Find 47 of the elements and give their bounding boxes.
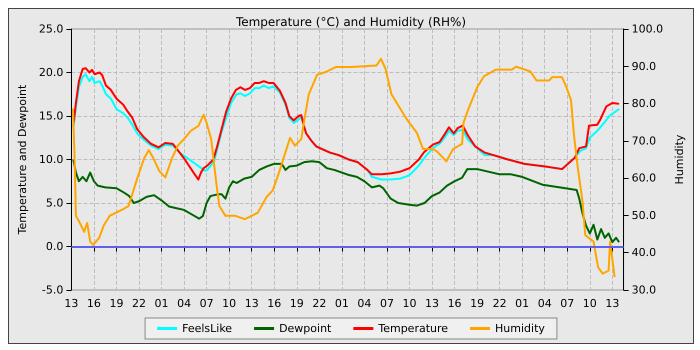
y2-tick-label: 90.0 [632,60,656,73]
x-tick-label: 22 [132,297,146,310]
legend-label: FeelsLike [182,322,232,335]
y2-tick-label: 40.0 [632,246,656,260]
x-tick-label: 16 [267,297,282,310]
x-tick-label: 22 [312,297,326,310]
y2-axis-title: Humidity [673,134,686,184]
chart-title: Temperature (°C) and Humidity (RH%) [234,15,466,29]
y2-tick-label: 30.0 [632,284,656,296]
y2-tick-label: 70.0 [632,134,656,148]
x-tick-label: 07 [560,297,574,310]
x-tick-label: 19 [290,297,304,310]
x-tick-label: 10 [222,297,236,310]
x-tick-label: 01 [334,297,349,310]
x-tick-label: 07 [200,297,214,310]
x-tick-label: 16 [448,297,462,310]
y-tick-label: 10.0 [38,153,64,166]
x-tick-label: 01 [515,297,530,310]
y2-tick-label: 60.0 [632,172,656,185]
y-tick-label: 0.0 [46,240,64,253]
y-tick-label: 15.0 [38,110,64,122]
x-tick-label: 04 [177,297,192,310]
y-tick-label: -5.0 [42,284,64,296]
x-tick-label: 04 [357,297,372,310]
x-tick-label: 10 [582,297,597,310]
x-tick-label: 01 [154,297,169,310]
legend-label: Dewpoint [279,322,332,335]
y-axis-title: Temperature and Dewpoint [16,84,29,236]
x-tick-label: 16 [86,297,101,310]
y-tick-label: 25.0 [38,22,64,36]
x-tick-label: 07 [380,297,394,310]
x-tick-label: 04 [538,297,552,310]
y2-tick-label: 80.0 [632,97,656,110]
legend-label: Humidity [495,322,546,335]
x-tick-label: 10 [402,297,416,310]
x-tick-label: 13 [244,297,259,310]
x-tick-label: 19 [109,297,124,310]
x-tick-label: 13 [64,297,78,310]
x-tick-label: 13 [605,297,620,310]
x-tick-label: 22 [492,297,507,310]
y2-tick-label: 50.0 [632,208,656,222]
legend-label: Temperature [377,322,448,335]
y-tick-label: 5.0 [46,196,64,210]
x-tick-label: 19 [470,297,484,310]
y-tick-label: 20.0 [38,66,64,79]
y2-tick-label: 100.0 [632,22,664,36]
x-tick-label: 13 [425,297,440,310]
